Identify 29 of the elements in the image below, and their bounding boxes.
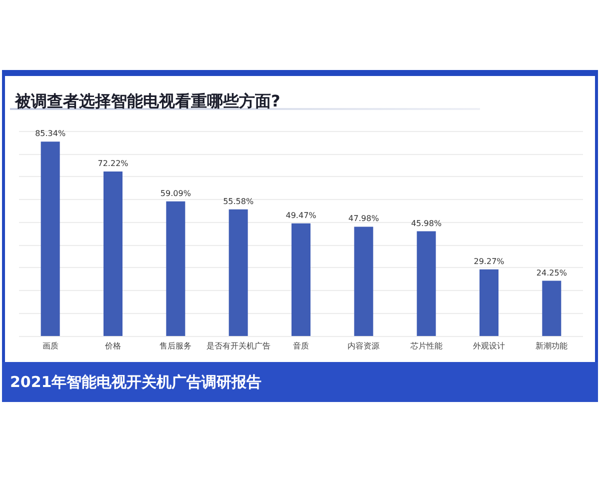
x-tick-label: 内容资源 <box>348 342 380 350</box>
bar <box>354 226 374 336</box>
data-label: 72.22% <box>98 159 129 168</box>
bar <box>542 280 562 336</box>
data-label: 24.25% <box>536 268 568 278</box>
bar <box>480 269 498 336</box>
x-tick-label: 芯片性能 <box>409 342 442 350</box>
data-label: 47.98% <box>348 214 380 224</box>
x-tick-label: 售后服务 <box>160 342 192 350</box>
x-tick-label: 音质 <box>293 342 309 350</box>
x-tick-label: 价格 <box>104 342 121 350</box>
data-label: 45.98% <box>411 218 442 228</box>
bar <box>292 223 310 336</box>
x-tick-label: 外观设计 <box>473 342 505 350</box>
data-label: 85.34% <box>35 129 66 138</box>
x-tick-label: 画质 <box>42 342 58 350</box>
data-label: 59.09% <box>160 188 192 198</box>
x-tick-label: 是否有开关机广告 <box>206 342 270 350</box>
text: 2021年智能电视开关机广告调研报告 <box>10 373 262 391</box>
data-label: 55.58% <box>223 196 254 206</box>
data-label: 49.47% <box>286 210 317 220</box>
bar <box>166 201 186 336</box>
bar <box>104 172 122 336</box>
bar <box>228 209 248 336</box>
bar <box>40 142 60 336</box>
bar <box>416 231 436 336</box>
x-tick-label: 新潮功能 <box>536 342 568 350</box>
chart-title: 被调查者选择智能电视看重哪些方面? <box>14 92 280 110</box>
data-label: 29.27% <box>474 256 505 266</box>
